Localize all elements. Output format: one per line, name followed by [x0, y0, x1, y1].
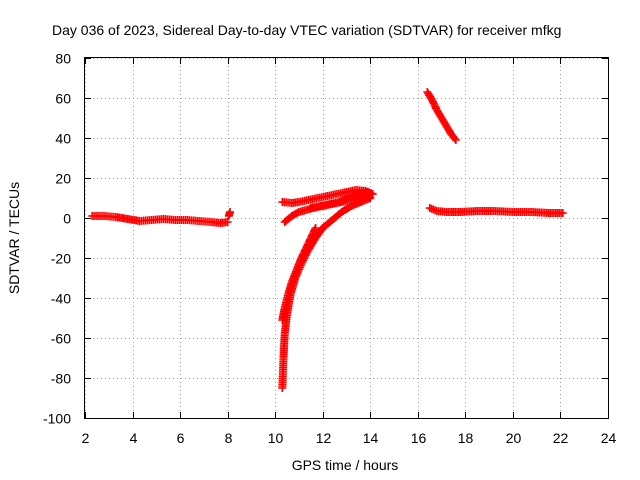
y-tick-label: 0 — [63, 211, 71, 227]
x-tick-label: 8 — [225, 430, 233, 446]
x-tick-label: 20 — [506, 430, 522, 446]
y-tick-label: 60 — [55, 91, 71, 107]
y-tick-label: -40 — [51, 291, 71, 307]
x-tick-label: 10 — [268, 430, 284, 446]
x-tick-label: 2 — [82, 430, 90, 446]
data-point — [368, 190, 377, 198]
data-point — [311, 224, 320, 232]
x-tick-label: 16 — [411, 430, 427, 446]
data-point — [451, 136, 460, 144]
x-tick-label: 6 — [177, 430, 185, 446]
chart-title: Day 036 of 2023, Sidereal Day-to-day VTE… — [52, 22, 561, 38]
x-tick-label: 14 — [363, 430, 379, 446]
y-tick-label: -80 — [51, 371, 71, 387]
x-tick-label: 18 — [458, 430, 474, 446]
series-SDTVAR — [88, 88, 567, 392]
y-tick-label: 40 — [55, 131, 71, 147]
y-axis-label: SDTVAR / TECUs — [6, 182, 22, 294]
x-tick-label: 24 — [601, 430, 617, 446]
y-tick-label: -60 — [51, 331, 71, 347]
x-tick-label: 4 — [130, 430, 138, 446]
y-tick-label: 80 — [55, 51, 71, 67]
data-point — [226, 208, 235, 216]
x-axis: 2 4 6 8 10 12 14 16 18 20 22 24 — [82, 58, 617, 446]
data-point — [558, 209, 567, 217]
y-tick-label: -20 — [51, 251, 71, 267]
y-tick-label: 20 — [55, 171, 71, 187]
y-tick-label: -100 — [43, 411, 71, 427]
x-axis-label: GPS time / hours — [292, 457, 399, 473]
x-tick-label: 12 — [316, 430, 332, 446]
x-tick-label: 22 — [553, 430, 569, 446]
data-point — [450, 134, 459, 143]
y-axis: -100 -80 -60 -40 -20 0 20 40 60 80 — [43, 51, 608, 427]
data-point — [223, 218, 232, 226]
data-marks — [88, 88, 567, 392]
plot-frame — [84, 57, 609, 419]
